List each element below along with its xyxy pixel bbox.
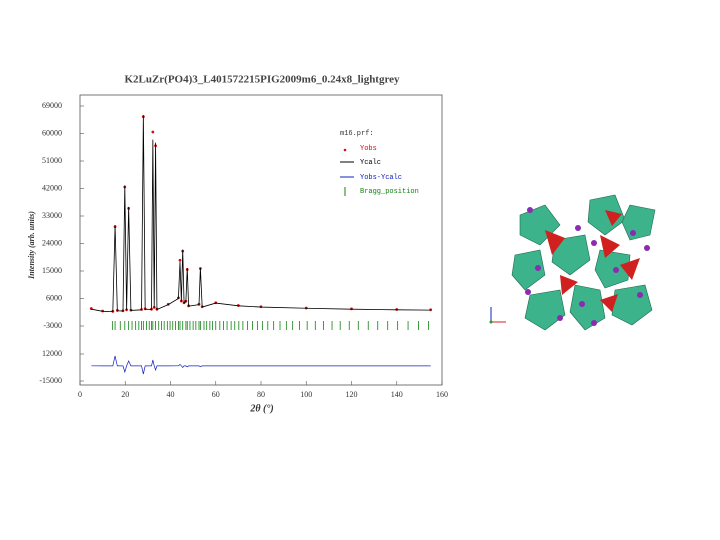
legend-swatch: [343, 148, 347, 152]
y-tick-label: 51000: [42, 156, 62, 165]
y-tick-label: 24000: [42, 238, 62, 247]
x-tick-label: 100: [300, 390, 312, 399]
calc-line: [91, 115, 431, 313]
x-tick-label: 140: [391, 390, 403, 399]
x-tick-label: 40: [167, 390, 175, 399]
y-tick-label: 6000: [46, 293, 62, 302]
legend-title: m16.prf:: [340, 130, 374, 138]
legend-label: Bragg_position: [360, 188, 419, 196]
x-axis-label: 2θ (°): [249, 403, 273, 414]
crystal-structure: [511, 194, 656, 331]
x-tick-label: 120: [346, 390, 358, 399]
obs-point: [151, 130, 155, 134]
y-tick-label: 60000: [42, 128, 62, 137]
legend-label: Yobs: [360, 145, 377, 153]
x-tick-label: 20: [121, 390, 129, 399]
x-tick-label: 60: [212, 390, 220, 399]
y-tick-label: 12000: [42, 349, 62, 358]
y-axis-label: Intensity (arb. units): [27, 211, 36, 280]
axis-triad: [489, 307, 506, 324]
legend-label: Yobs-Ycalc: [360, 174, 402, 182]
obs-point: [178, 258, 182, 262]
y-tick-label: 15000: [42, 266, 62, 275]
plot-frame: [79, 94, 443, 386]
chart-title: K2LuZr(PO4)3_L401572215PIG2009m6_0.24x8_…: [124, 74, 400, 86]
y-tick-label: 33000: [42, 211, 62, 220]
y-tick-label: 42000: [42, 183, 62, 192]
difference-line: [91, 355, 431, 375]
x-tick-label: 80: [257, 390, 265, 399]
y-tick-label: 69000: [42, 101, 62, 110]
x-tick-label: 160: [436, 390, 448, 399]
legend-label: Ycalc: [360, 159, 381, 167]
y-tick-label: -3000: [43, 321, 62, 330]
y-tick-label: -15000: [39, 376, 62, 385]
x-tick-label: 0: [78, 390, 82, 399]
